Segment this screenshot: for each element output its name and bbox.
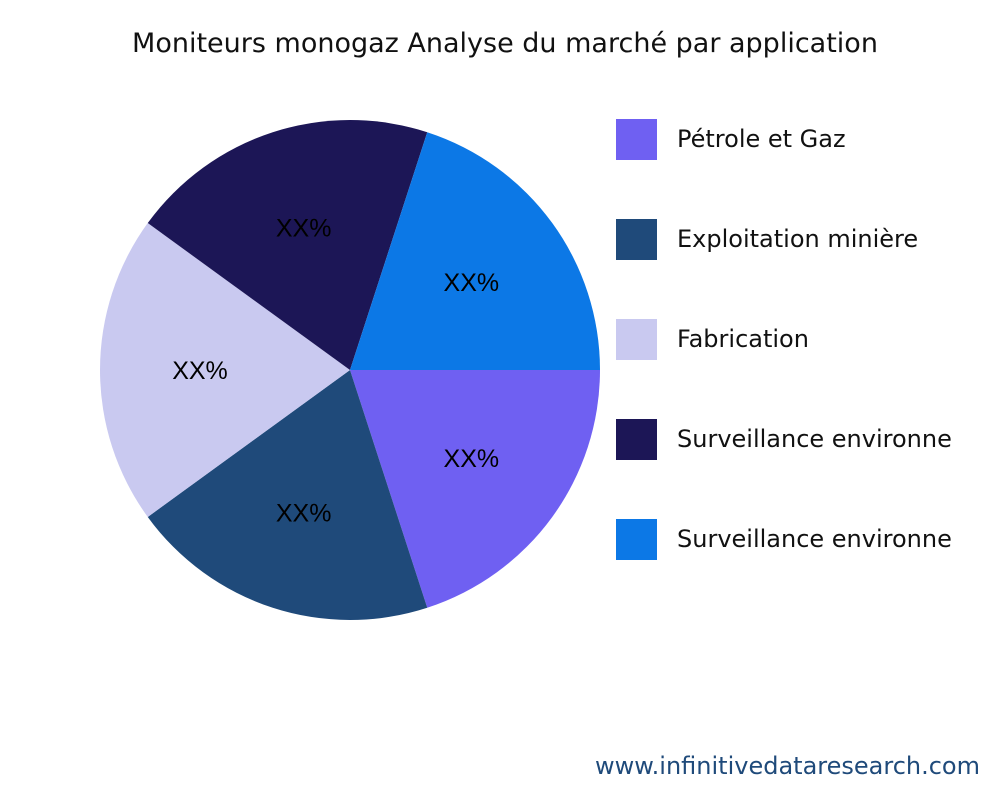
pie-slice (350, 370, 600, 608)
legend-item: Exploitation minière (616, 218, 919, 260)
legend-swatch (616, 518, 657, 560)
legend-label: Pétrole et Gaz (677, 125, 846, 153)
legend-swatch (616, 318, 657, 360)
slice-data-label: XX% (276, 500, 332, 528)
slice-data-label: XX% (276, 214, 332, 242)
slice-data-label: XX% (172, 357, 228, 385)
legend-swatch (616, 118, 657, 160)
pie-slice (147, 120, 428, 370)
legend-swatch (616, 418, 657, 460)
legend-label: Surveillance environne (677, 525, 952, 553)
chart-title: Moniteurs monogaz Analyse du marché par … (132, 28, 878, 59)
legend-label: Surveillance environne (677, 425, 952, 453)
legend-item: Surveillance environne (616, 518, 952, 560)
legend-swatch (616, 218, 657, 260)
legend-item: Fabrication (616, 318, 809, 360)
legend-label: Exploitation minière (677, 225, 919, 253)
slice-data-label: XX% (444, 445, 500, 473)
legend-label: Fabrication (677, 325, 809, 353)
footer-url[interactable]: www.infinitivedataresearch.com (594, 752, 980, 780)
slice-data-label: XX% (444, 269, 500, 297)
legend-item: Pétrole et Gaz (616, 118, 846, 160)
pie-slice (350, 132, 600, 370)
pie-slice (100, 223, 350, 517)
legend-item: Surveillance environne (616, 418, 952, 460)
pie-slice (147, 370, 428, 620)
